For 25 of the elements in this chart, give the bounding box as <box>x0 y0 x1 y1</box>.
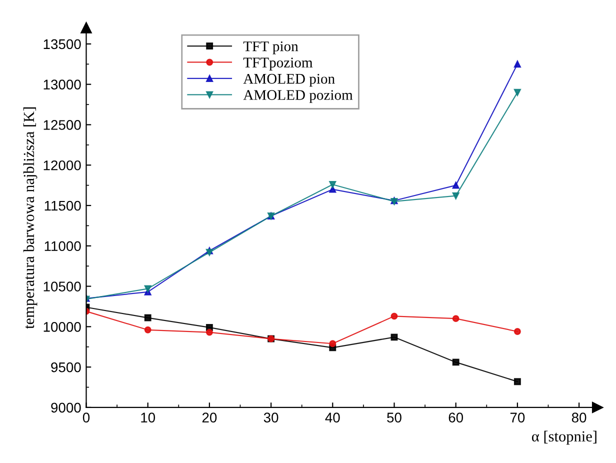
legend-label: AMOLED poziom <box>243 90 353 103</box>
x-axis-title: α [stopnie] <box>532 430 596 445</box>
y-tick-label: 10500 <box>44 282 81 292</box>
y-tick-label: 9500 <box>51 362 81 372</box>
y-tick-label: 9000 <box>51 402 81 413</box>
x-tick-label: 20 <box>202 412 217 423</box>
y-axis-title: temperatura barwowa najbliższa [K] <box>23 107 38 329</box>
x-tick-label: 40 <box>325 412 340 423</box>
y-tick-label: 10000 <box>44 322 81 332</box>
legend-label: AMOLED pion <box>243 74 335 87</box>
y-tick-label: 11000 <box>44 241 81 252</box>
y-tick-label: 13500 <box>44 39 81 50</box>
y-tick-label: 12500 <box>44 120 81 130</box>
legend-label: TFT pion <box>243 41 298 54</box>
x-tick-label: 10 <box>141 412 156 423</box>
y-tick-label: 13000 <box>44 80 81 90</box>
x-tick-label: 60 <box>448 412 464 423</box>
x-tick-label: 0 <box>82 412 90 423</box>
x-tick-label: 50 <box>387 412 402 423</box>
x-tick-label: 70 <box>510 412 525 423</box>
x-tick-label: 80 <box>572 412 586 423</box>
y-tick-label: 12000 <box>44 160 81 170</box>
y-tick-label: 11500 <box>44 200 81 211</box>
legend-label: TFTpoziom <box>243 58 313 70</box>
x-tick-label: 30 <box>264 412 278 423</box>
